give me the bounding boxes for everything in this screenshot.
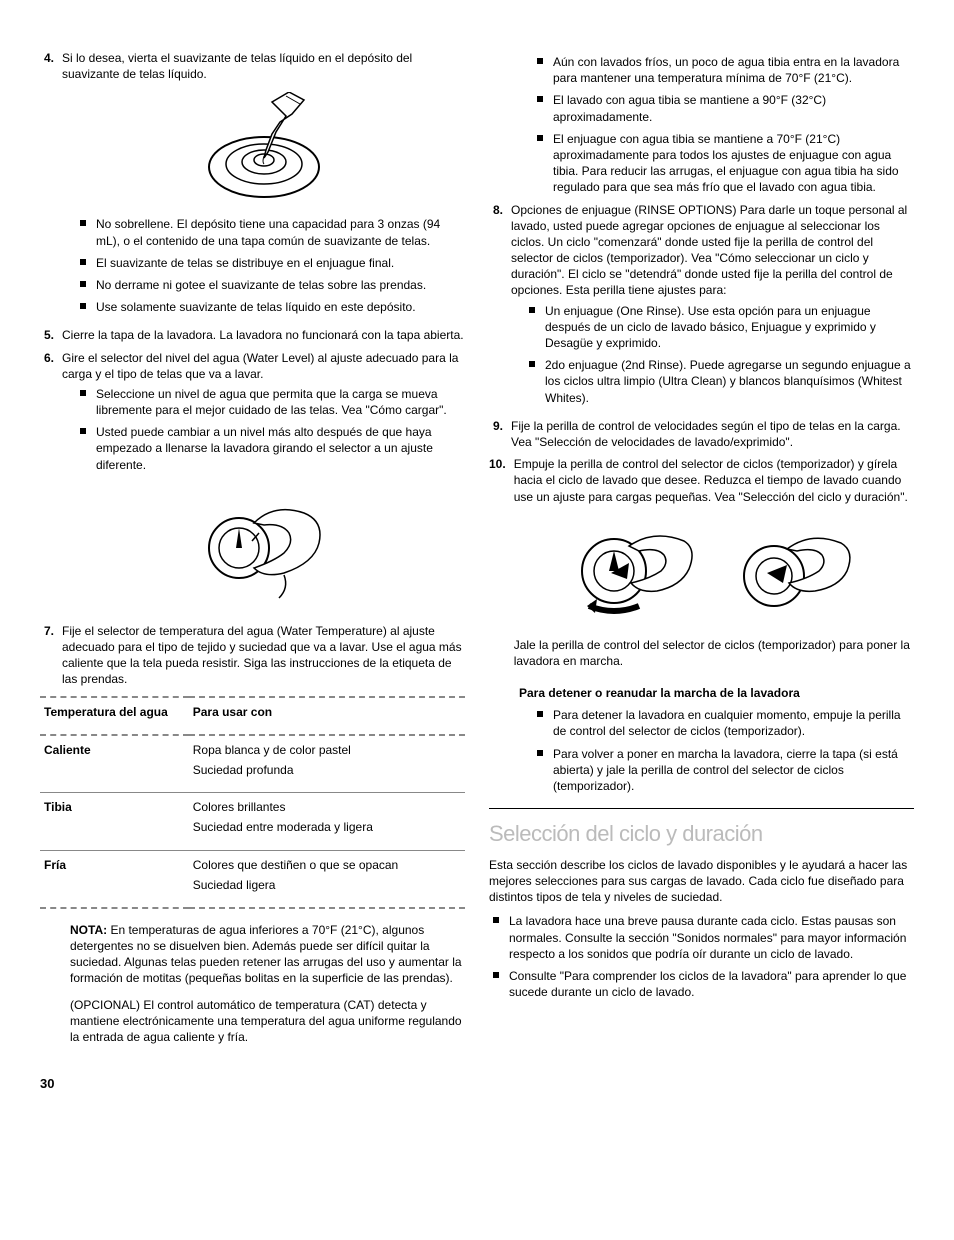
list-item-8: 8. Opciones de enjuague (RINSE OPTIONS) … [489, 202, 914, 412]
item-text: Cierre la tapa de la lavadora. La lavado… [62, 328, 464, 342]
item-number: 5. [40, 327, 62, 343]
left-column: 4. Si lo desea, vierta el suavizante de … [40, 50, 465, 1055]
bullet-icon [80, 428, 86, 434]
row-use: Colores brillantesSuciedad entre moderad… [189, 793, 465, 850]
sub-item: No derrame ni gotee el suavizante de tel… [80, 277, 465, 293]
sub-item: El enjuague con agua tibia se mantiene a… [537, 131, 914, 196]
row-use: Colores que destiñen o que se opacanSuci… [189, 850, 465, 908]
knob-pull-icon [729, 521, 859, 621]
sub-item: Un enjuague (One Rinse). Use esta opción… [529, 303, 914, 352]
page-content: 4. Si lo desea, vierta el suavizante de … [40, 50, 914, 1055]
section-divider [489, 808, 914, 809]
section-intro: Esta sección describe los ciclos de lava… [489, 857, 914, 906]
sub-item: Para volver a poner en marcha la lavador… [537, 746, 914, 795]
item-text: Opciones de enjuague (RINSE OPTIONS) Par… [511, 203, 907, 298]
note-paragraph: NOTA: En temperaturas de agua inferiores… [70, 922, 465, 987]
item-number: 7. [40, 623, 62, 688]
sub-item: Use solamente suavizante de telas líquid… [80, 299, 465, 315]
row-temp: Tibia [40, 793, 189, 850]
item-number: 10. [489, 456, 514, 677]
sub-item: El lavado con agua tibia se mantiene a 9… [537, 92, 914, 124]
sub-item: Seleccione un nivel de agua que permita … [80, 386, 465, 418]
section-list: La lavadora hace una breve pausa durante… [493, 913, 914, 1000]
bullet-icon [529, 361, 535, 367]
temperature-table: Temperatura del agua Para usar con Calie… [40, 696, 465, 910]
sub-item: Usted puede cambiar a un nivel más alto … [80, 424, 465, 473]
item-text: Gire el selector del nivel del agua (Wat… [62, 351, 458, 381]
knob-push-icon [569, 521, 699, 621]
bullet-icon [537, 135, 543, 141]
item-text: Si lo desea, vierta el suavizante de tel… [62, 51, 412, 81]
cont-sub-list: Aún con lavados fríos, un poco de agua t… [537, 54, 914, 196]
sub-list: Seleccione un nivel de agua que permita … [80, 386, 465, 473]
bullet-icon [80, 390, 86, 396]
row-temp: Caliente [40, 735, 189, 793]
bullet-icon [493, 917, 499, 923]
list-item-7: 7. Fije el selector de temperatura del a… [40, 623, 465, 688]
list-item-9: 9. Fije la perilla de control de velocid… [489, 418, 914, 450]
item-number: 6. [40, 350, 62, 617]
sub-item: Consulte "Para comprender los ciclos de … [493, 968, 914, 1000]
bullet-icon [80, 259, 86, 265]
item-text: Fije la perilla de control de velocidade… [511, 419, 901, 449]
item-text: Empuje la perilla de control del selecto… [514, 457, 908, 503]
row-temp: Fría [40, 850, 189, 908]
optional-paragraph: (OPCIONAL) El control automático de temp… [70, 997, 465, 1046]
list-item-10: 10. Empuje la perilla de control del sel… [489, 456, 914, 677]
bullet-icon [80, 303, 86, 309]
knob-illustrations [514, 521, 914, 621]
item-number: 9. [489, 418, 511, 450]
th-use: Para usar con [193, 705, 272, 719]
bullet-icon [537, 711, 543, 717]
stop-resume-list: Para detener la lavadora en cualquier mo… [537, 707, 914, 794]
bullet-icon [537, 58, 543, 64]
sub-list: No sobrellene. El depósito tiene una cap… [80, 216, 465, 315]
list-item-5: 5. Cierre la tapa de la lavadora. La lav… [40, 327, 465, 343]
th-temp: Temperatura del agua [44, 705, 168, 719]
sub-item: La lavadora hace una breve pausa durante… [493, 913, 914, 962]
section-title: Selección del ciclo y duración [489, 819, 914, 849]
list-item-4: 4. Si lo desea, vierta el suavizante de … [40, 50, 465, 321]
bullet-icon [493, 972, 499, 978]
sub-list: Un enjuague (One Rinse). Use esta opción… [529, 303, 914, 406]
bullet-icon [80, 281, 86, 287]
sub-item: Para detener la lavadora en cualquier mo… [537, 707, 914, 739]
right-column: Aún con lavados fríos, un poco de agua t… [489, 50, 914, 1055]
stop-resume-heading: Para detener o reanudar la marcha de la … [519, 685, 914, 701]
sub-item: Aún con lavados fríos, un poco de agua t… [537, 54, 914, 86]
bullet-icon [537, 750, 543, 756]
list-item-6: 6. Gire el selector del nivel del agua (… [40, 350, 465, 617]
sub-item: No sobrellene. El depósito tiene una cap… [80, 216, 465, 248]
bullet-icon [537, 96, 543, 102]
item-number: 8. [489, 202, 511, 412]
sub-item: El suavizante de telas se distribuye en … [80, 255, 465, 271]
row-use: Ropa blanca y de color pastelSuciedad pr… [189, 735, 465, 793]
bullet-icon [529, 307, 535, 313]
dial-illustration [184, 483, 344, 603]
bullet-icon [80, 220, 86, 226]
item-text: Fije el selector de temperatura del agua… [62, 624, 462, 687]
after-illus-text: Jale la perilla de control del selector … [514, 637, 914, 669]
pour-illustration [194, 92, 334, 202]
page-number: 30 [40, 1075, 914, 1093]
item-number: 4. [40, 50, 62, 321]
sub-item: 2do enjuague (2nd Rinse). Puede agregars… [529, 357, 914, 406]
